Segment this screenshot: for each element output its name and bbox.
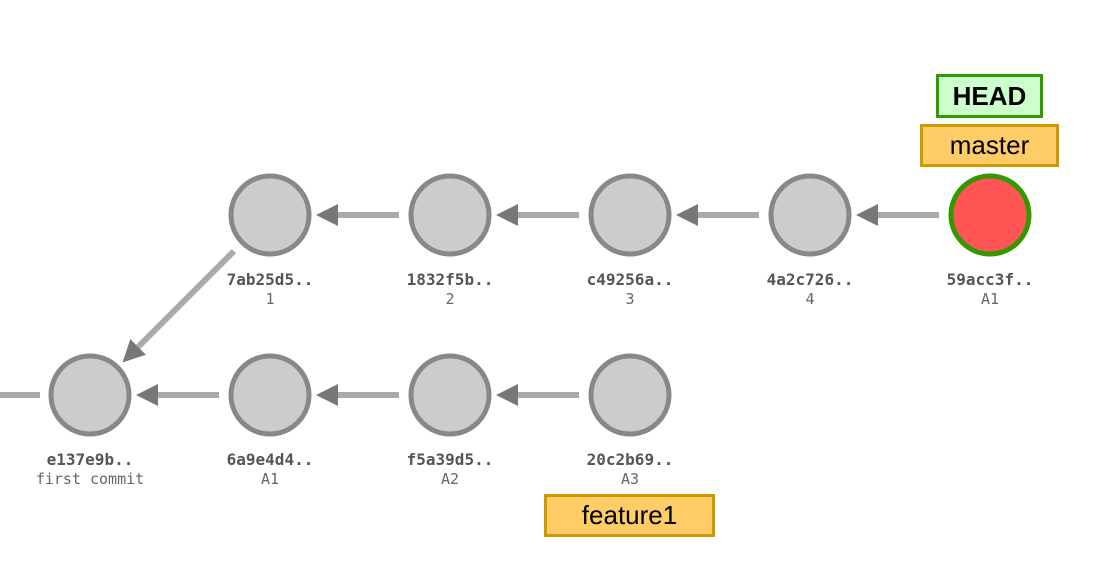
arrowhead-c49256a-1832f5b [496,204,518,226]
head-ref-label[interactable]: HEAD [936,74,1043,118]
commit-circle[interactable] [588,353,672,437]
commit-circle[interactable] [408,353,492,437]
arrowhead-6a9e4d4-e137e9b [136,384,158,406]
commit-message: A3 [621,470,639,488]
commit-hash: 59acc3f.. [947,270,1034,289]
arrowhead-f5a39d5-6a9e4d4 [316,384,338,406]
commit-message: 1 [265,290,274,308]
commit-message: A2 [441,470,459,488]
commit-circle[interactable] [408,173,492,257]
commit-message: A1 [261,470,279,488]
arrowhead-20c2b69-f5a39d5 [496,384,518,406]
nodes-layer: e137e9b..first commit 7ab25d5..1 1832f5b..… [36,173,1034,488]
commit-message: 4 [805,290,814,308]
commit-circle[interactable] [228,353,312,437]
commit-node-c49256a[interactable]: c49256a..3 [587,173,674,308]
commit-message: 3 [625,290,634,308]
arrowhead-7ab25d5-e137e9b [122,339,146,363]
commit-message: A1 [981,290,999,308]
arrowhead-1832f5b-7ab25d5 [316,204,338,226]
commit-hash: 6a9e4d4.. [227,450,314,469]
arrowhead-4a2c726-c49256a [676,204,698,226]
commit-circle[interactable] [228,173,312,257]
commit-hash: f5a39d5.. [407,450,494,469]
commit-circle[interactable] [768,173,852,257]
commit-node-e137e9b[interactable]: e137e9b..first commit [36,353,144,488]
commit-circle[interactable] [948,173,1032,257]
commit-node-6a9e4d4[interactable]: 6a9e4d4..A1 [227,353,314,488]
branch-label-feature1[interactable]: feature1 [544,494,715,537]
commit-hash: c49256a.. [587,270,674,289]
commit-node-59acc3f[interactable]: 59acc3f..A1 [947,173,1034,308]
commit-hash: 1832f5b.. [407,270,494,289]
commit-circle[interactable] [588,173,672,257]
commit-hash: 7ab25d5.. [227,270,314,289]
commit-node-4a2c726[interactable]: 4a2c726..4 [767,173,854,308]
commit-message: 2 [445,290,454,308]
commit-node-7ab25d5[interactable]: 7ab25d5..1 [227,173,314,308]
commit-node-20c2b69[interactable]: 20c2b69..A3 [587,353,674,488]
commit-hash: 4a2c726.. [767,270,854,289]
commit-node-f5a39d5[interactable]: f5a39d5..A2 [407,353,494,488]
commit-message: first commit [36,470,144,488]
arrowhead-59acc3f-4a2c726 [856,204,878,226]
branch-label-master[interactable]: master [920,124,1059,167]
edges-layer [0,204,939,406]
commit-node-1832f5b[interactable]: 1832f5b..2 [407,173,494,308]
edge-7ab25d5-e137e9b [135,248,237,350]
commit-hash: 20c2b69.. [587,450,674,469]
commit-circle[interactable] [48,353,132,437]
commit-hash: e137e9b.. [47,450,134,469]
